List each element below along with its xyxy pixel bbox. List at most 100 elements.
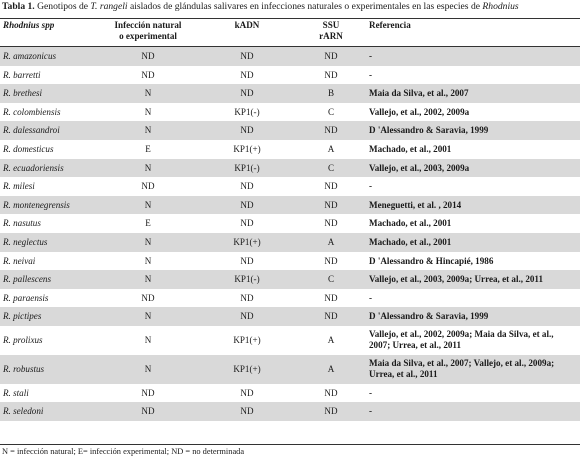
infection-cell: N	[98, 270, 198, 289]
reference-cell: -	[366, 402, 580, 421]
reference-cell: Machado, et al., 2001	[366, 232, 580, 252]
kadn-cell: KP1(-)	[198, 270, 296, 289]
ssu-cell: C	[296, 270, 366, 289]
header-infection: Infección natural o experimental	[114, 20, 182, 41]
top-rule	[0, 18, 580, 19]
table-row: R. neglectus N KP1(+) A Machado, et al., 200…	[0, 232, 580, 252]
infection-cell: ND	[98, 402, 198, 421]
reference-cell: -	[366, 177, 580, 196]
infection-cell: N	[98, 84, 198, 103]
bottom-rule	[0, 444, 580, 445]
kadn-cell: ND	[198, 383, 296, 403]
infection-cell: ND	[98, 177, 198, 196]
reference-cell: D 'Alessandro & Saravia, 1999	[366, 121, 580, 140]
kadn-cell: ND	[198, 214, 296, 233]
kadn-cell: ND	[198, 251, 296, 271]
infection-cell: E	[98, 139, 198, 159]
species-cell: R. milesi	[0, 177, 98, 196]
species-cell: R. nasutus	[0, 214, 98, 233]
ssu-cell: A	[296, 325, 366, 355]
header-row: Rhodnius spp Infección natural o experime…	[0, 19, 580, 47]
ssu-cell: C	[296, 102, 366, 122]
ssu-cell: ND	[296, 251, 366, 271]
caption-text-cont: aislados de glándulas salivares en infec…	[127, 1, 483, 12]
table-caption: Tabla 1. Genotipos de T. rangeli aislado…	[2, 1, 580, 13]
table-row: R. colombiensis N KP1(-) C Vallejo, et al., …	[0, 102, 580, 122]
reference-cell: Vallejo, et al., 2003, 2009a	[366, 158, 580, 178]
kadn-cell: KP1(+)	[198, 325, 296, 355]
table-row: R. seledoni ND ND ND -	[0, 402, 580, 421]
table-row: R. pallescens N KP1(-) C Vallejo, et al., 20…	[0, 270, 580, 289]
species-cell: R. barretti	[0, 65, 98, 85]
ssu-cell: ND	[296, 383, 366, 403]
reference-cell: Vallejo, et al., 2002, 2009a	[366, 102, 580, 122]
species-cell: R. stali	[0, 383, 98, 403]
reference-cell: -	[366, 47, 580, 66]
ssu-cell: ND	[296, 402, 366, 421]
infection-cell: N	[98, 232, 198, 252]
infection-cell: ND	[98, 288, 198, 308]
table-row: R. brethesi N ND B Maia da Silva, et al., 20…	[0, 84, 580, 103]
kadn-cell: ND	[198, 84, 296, 103]
infection-cell: N	[98, 354, 198, 384]
ssu-cell: ND	[296, 65, 366, 85]
species-cell: R. domesticus	[0, 139, 98, 159]
kadn-cell: KP1(+)	[198, 354, 296, 384]
species-cell: R. paraensis	[0, 288, 98, 308]
table-row: R. pictipes N ND ND D 'Alessandro & Saravia,…	[0, 307, 580, 326]
table-row: R. dalessandroi N ND ND D 'Alessandro & Sara…	[0, 121, 580, 140]
ssu-cell: ND	[296, 121, 366, 140]
species-cell: R. brethesi	[0, 84, 98, 103]
kadn-cell: KP1(+)	[198, 139, 296, 159]
species-cell: R. prolixus	[0, 325, 98, 355]
species-cell: R. neglectus	[0, 232, 98, 252]
kadn-cell: KP1(-)	[198, 158, 296, 178]
reference-cell: -	[366, 288, 580, 308]
infection-cell: N	[98, 195, 198, 215]
infection-cell: N	[98, 307, 198, 326]
infection-cell: N	[98, 102, 198, 122]
species-cell: R. seledoni	[0, 402, 98, 421]
ssu-cell: ND	[296, 47, 366, 66]
table-row: R. paraensis ND ND ND -	[0, 288, 580, 308]
table-row: R. milesi ND ND ND -	[0, 177, 580, 196]
reference-cell: D 'Alessandro & Hincapié, 1986	[366, 251, 580, 271]
table-row: R. montenegrensis N ND ND Meneguetti, et al.…	[0, 195, 580, 215]
species-cell: R. montenegrensis	[0, 195, 98, 215]
kadn-cell: ND	[198, 121, 296, 140]
species-cell: R. pallescens	[0, 270, 98, 289]
infection-cell: N	[98, 158, 198, 178]
header-ssu: SSU rARN	[319, 20, 343, 41]
table-row: R. amazonicus ND ND ND -	[0, 47, 580, 66]
species-cell: R. pictipes	[0, 307, 98, 326]
caption-label: Tabla 1.	[2, 1, 35, 12]
table-row: R. stali ND ND ND -	[0, 383, 580, 403]
ssu-cell: C	[296, 158, 366, 178]
species-cell: R. ecuadoriensis	[0, 158, 98, 178]
table-row: R. ecuadoriensis N KP1(-) C Vallejo, et al.,…	[0, 158, 580, 178]
table-row: R. robustus N KP1(+) A Maia da Silva, et al.…	[0, 354, 580, 384]
kadn-cell: ND	[198, 47, 296, 66]
reference-cell: Machado, et al., 2001	[366, 139, 580, 159]
table-row: R. nasutus E ND ND Machado, et al., 2001	[0, 214, 580, 233]
ssu-cell: ND	[296, 214, 366, 233]
table-row: R. barretti ND ND ND -	[0, 65, 580, 85]
table-body: R. amazonicus ND ND ND - R. barretti ND ND ND - R.…	[0, 47, 580, 421]
kadn-cell: ND	[198, 307, 296, 326]
kadn-cell: ND	[198, 65, 296, 85]
caption-text: Genotipos de	[34, 1, 91, 12]
reference-cell: -	[366, 65, 580, 85]
ssu-cell: ND	[296, 195, 366, 215]
species-cell: R. colombiensis	[0, 102, 98, 122]
header-reference: Referencia	[369, 20, 411, 30]
reference-cell: Maia da Silva, et al., 2007; Vallejo, et…	[366, 354, 580, 384]
header-species: Rhodnius spp	[3, 20, 55, 30]
infection-cell: E	[98, 214, 198, 233]
ssu-cell: B	[296, 84, 366, 103]
reference-cell: Vallejo, et al., 2003, 2009a; Urrea, et …	[366, 270, 580, 289]
reference-cell: Maia da Silva, et al., 2007	[366, 84, 580, 103]
infection-cell: ND	[98, 47, 198, 66]
ssu-cell: ND	[296, 177, 366, 196]
caption-species: T. rangeli	[90, 1, 128, 12]
species-cell: R. dalessandroi	[0, 121, 98, 140]
